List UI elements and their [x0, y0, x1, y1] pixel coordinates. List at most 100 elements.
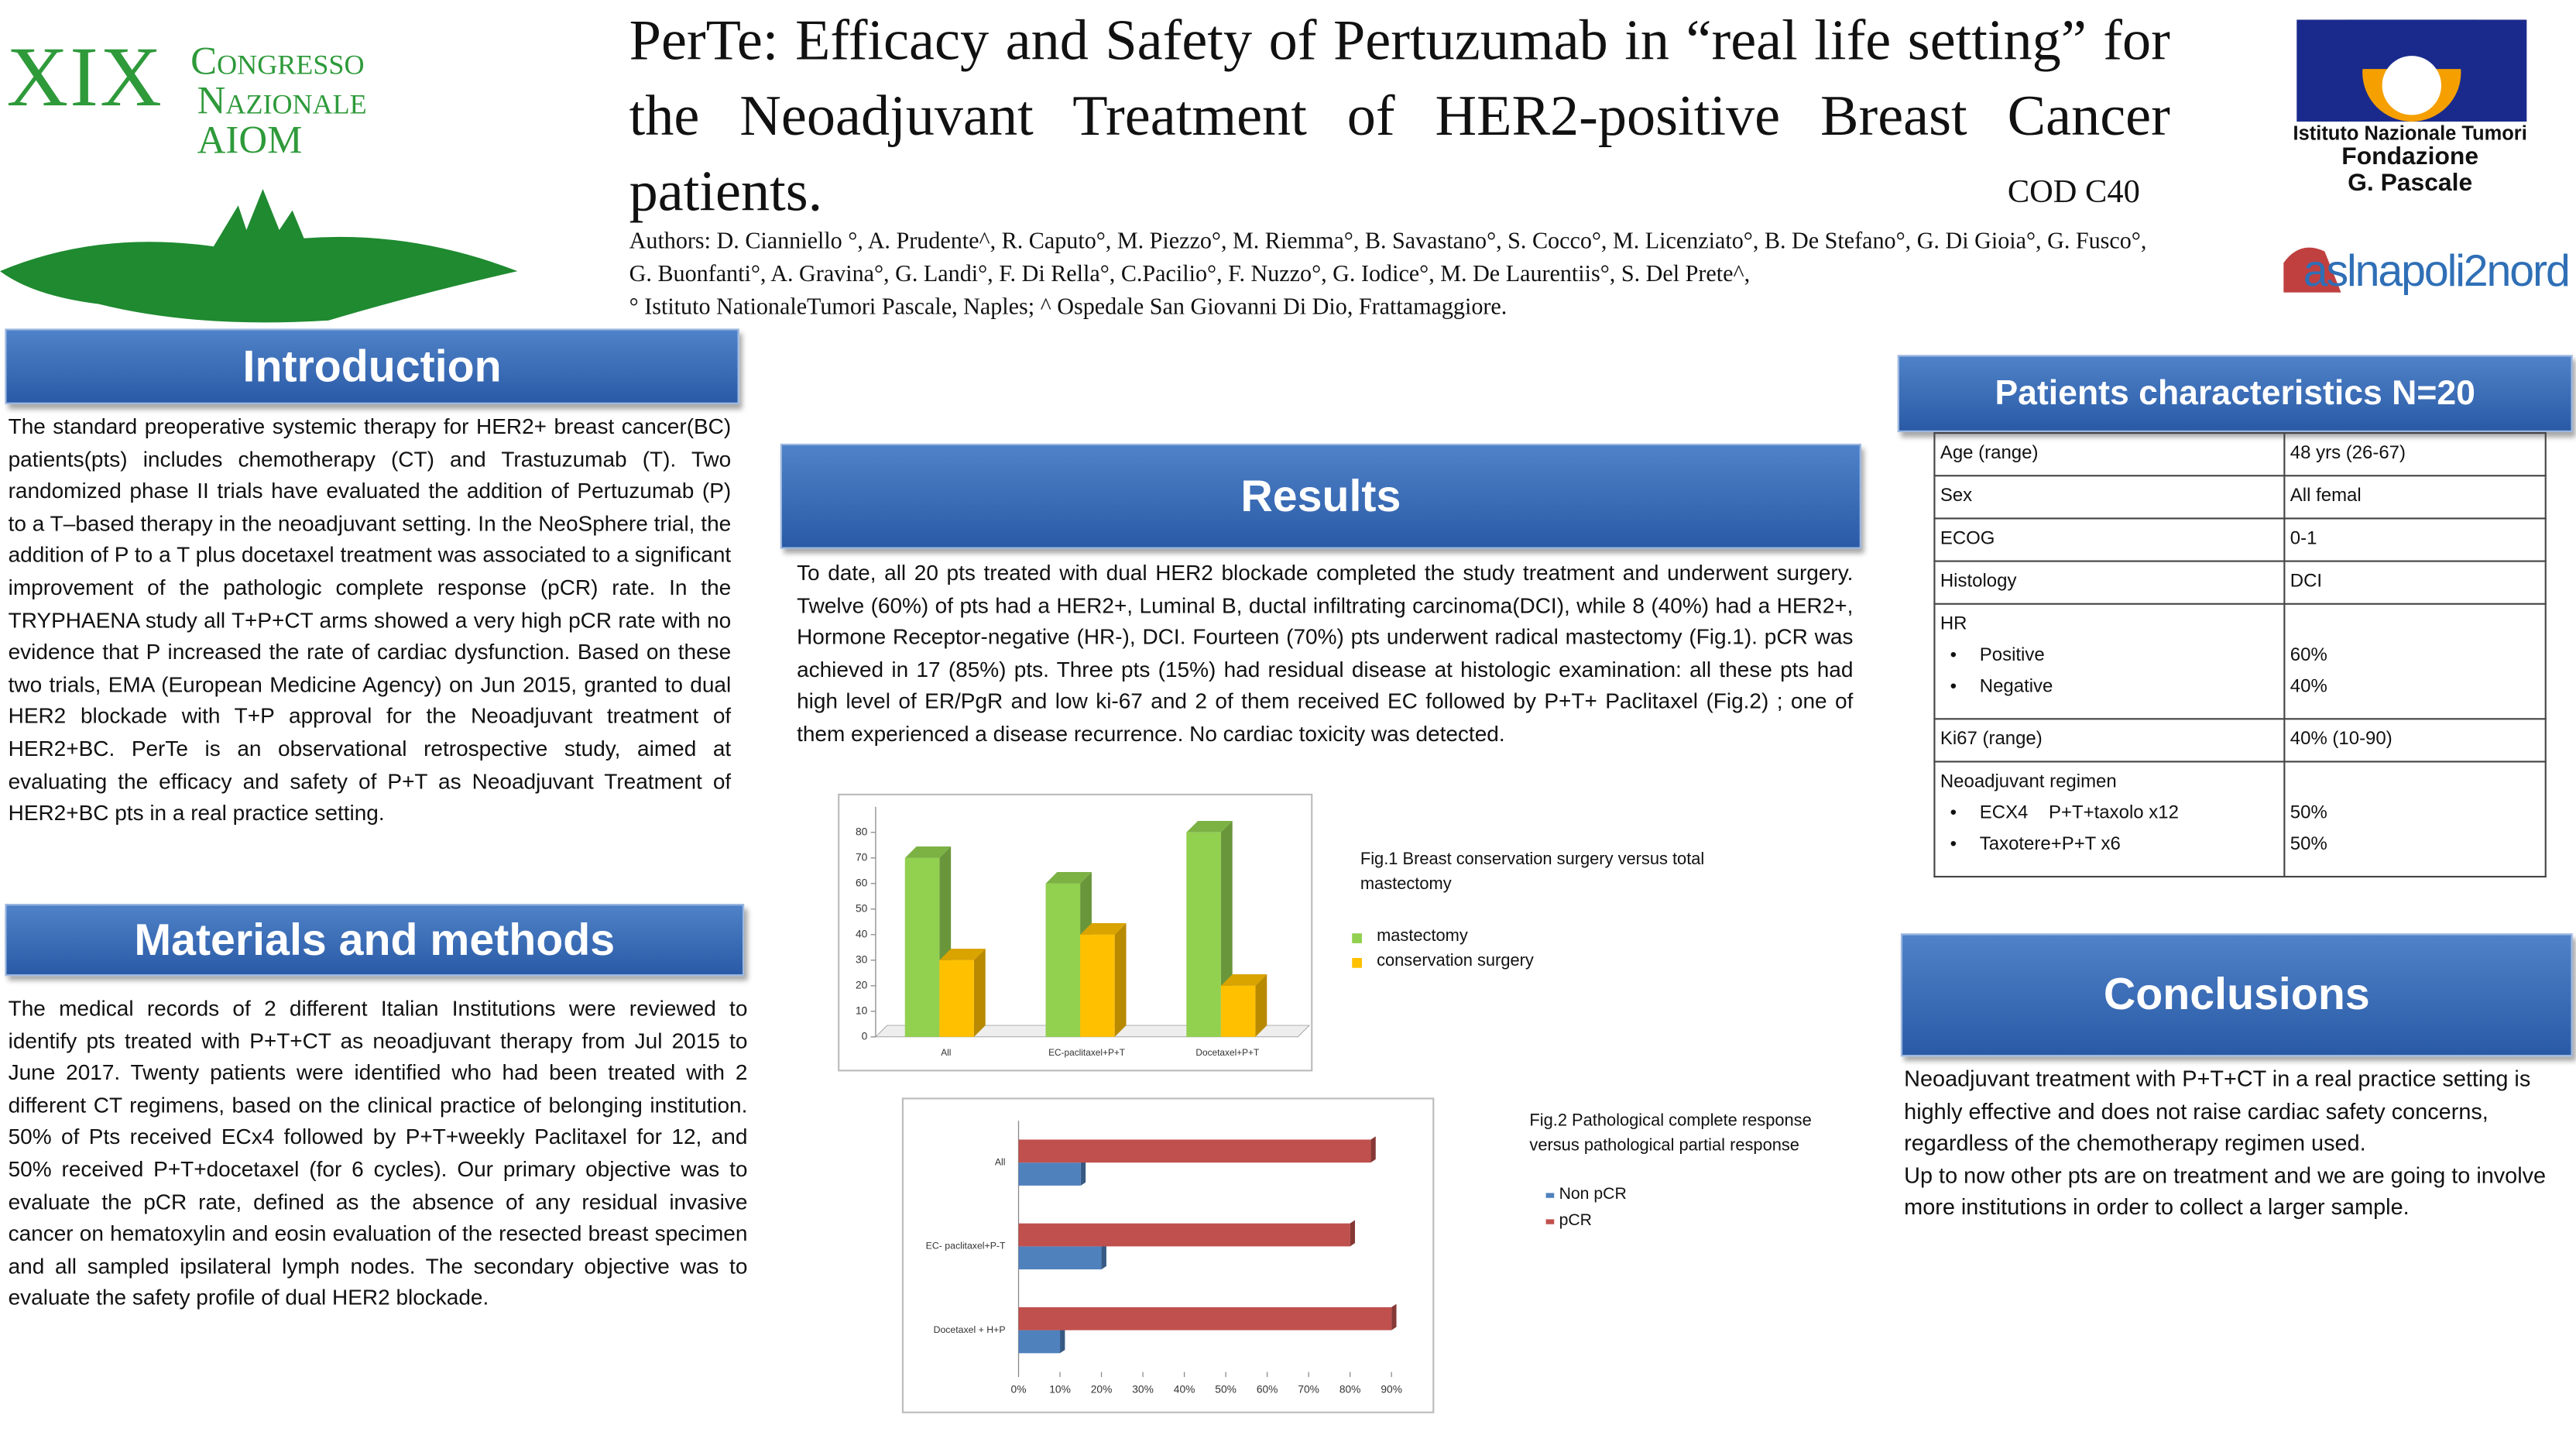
x-tick-label: 70%	[1298, 1384, 1319, 1396]
bar-cap	[1350, 1220, 1356, 1247]
methods-text: The medical records of 2 different Itali…	[8, 995, 748, 1310]
legend-swatch	[1352, 933, 1362, 943]
row-item: • ECX4 P+T+taxolo x12	[1940, 798, 2279, 829]
bar-cap	[1060, 1327, 1065, 1354]
bar	[1186, 832, 1221, 1037]
row-value: 60% 40%	[2283, 603, 2547, 720]
x-tick-label: 90%	[1381, 1384, 1402, 1396]
row-value: All femal	[2283, 475, 2547, 520]
legend-swatch	[1545, 1193, 1555, 1198]
row-label-text: ECOG	[1940, 529, 1995, 549]
table-row: ECOG 0-1	[1933, 517, 2547, 562]
bar	[904, 857, 940, 1037]
row-value: 48 yrs (26-67)	[2283, 432, 2547, 477]
row-label: Age (range)	[1933, 432, 2286, 477]
row-label: Ki67 (range)	[1933, 718, 2286, 763]
paragraph: Neoadjuvant treatment with P+T+CT in a r…	[1904, 1066, 2531, 1156]
row-label-text: Histology	[1940, 572, 2017, 592]
bar-side	[1114, 922, 1127, 1037]
affiliations: ° Istituto NationaleTumori Pascale, Napl…	[629, 294, 1508, 321]
row-value: DCI	[2283, 560, 2547, 605]
item-label: Taxotere+P+T x6	[1979, 834, 2121, 855]
bar-cap	[1370, 1136, 1376, 1163]
x-tick-label: 30%	[1132, 1384, 1154, 1396]
figure-caption: Fig.1 Breast conservation surgery versus…	[1360, 851, 1705, 894]
item-value: 50%	[2290, 803, 2327, 824]
y-tick-label: Docetaxel + H+P	[934, 1324, 1006, 1335]
row-value-text: 0-1	[2290, 529, 2317, 549]
bullet: •	[1950, 803, 1957, 824]
row-value-text: All femal	[2290, 486, 2362, 506]
row-label-text: Neoadjuvant regimen	[1940, 772, 2117, 792]
row-value-text: 40% (10-90)	[2290, 730, 2392, 750]
row-label: ECOG	[1933, 517, 2286, 562]
bar	[1018, 1162, 1081, 1186]
legend-label: mastectomy	[1377, 925, 1468, 945]
table-row: Histology DCI	[1933, 560, 2547, 605]
bar	[1018, 1246, 1102, 1270]
logo-line: Congresso	[190, 41, 365, 84]
section-heading: Results	[780, 443, 1861, 549]
y-tick-label: 40	[856, 928, 868, 939]
item-label: ECX4 P+T+taxolo x12	[1979, 803, 2179, 824]
row-item: • Positive	[1940, 641, 2279, 672]
row-label-text: Age (range)	[1940, 443, 2039, 464]
bar-top	[1186, 820, 1233, 833]
item-value: 40%	[2290, 677, 2327, 697]
row-label: Sex	[1933, 475, 2286, 520]
results-text: To date, all 20 pts treated with dual HE…	[797, 560, 1854, 747]
bar	[1018, 1330, 1061, 1354]
bar	[939, 960, 974, 1037]
bullet: •	[1950, 677, 1957, 697]
x-tick-label: 0%	[1011, 1384, 1027, 1396]
paragraph: Up to now other pts are on treatment and…	[1904, 1162, 2547, 1221]
logo-line: G. Pascale	[2348, 169, 2473, 197]
bar-cap	[1101, 1243, 1106, 1270]
legend-swatch	[1352, 958, 1362, 968]
logo-asl: aslnapoli2nord	[2303, 246, 2571, 296]
x-tick-label: All	[941, 1047, 951, 1058]
section-heading: Introduction	[5, 328, 739, 404]
logo-city	[0, 189, 518, 323]
bar	[1018, 1223, 1350, 1247]
row-item: • Taxotere+P+T x6	[1940, 830, 2279, 861]
row-value: 0-1	[2283, 517, 2547, 562]
row-label: HR • Positive • Negative	[1933, 603, 2286, 720]
table-row: Age (range) 48 yrs (26-67)	[1933, 432, 2547, 477]
table-row: Ki67 (range) 40% (10-90)	[1933, 718, 2547, 763]
table-row: Neoadjuvant regimen • ECX4 P+T+taxolo x12 •…	[1933, 761, 2547, 878]
row-value-text: DCI	[2290, 572, 2323, 592]
table-row: Sex All femal	[1933, 475, 2547, 520]
x-tick-label: 40%	[1174, 1384, 1195, 1396]
bar-top	[939, 948, 986, 960]
bar	[1045, 883, 1081, 1037]
item-label: Positive	[1979, 645, 2045, 666]
x-tick-label: 60%	[1257, 1384, 1278, 1396]
logo-int-text: Istituto Nazionale Tumori Fondazione G. …	[2254, 122, 2566, 197]
y-tick-label: All	[995, 1156, 1006, 1167]
y-tick-label: 60	[856, 877, 868, 888]
legend-label: conservation surgery	[1377, 950, 1534, 970]
logo-text: Congresso Nazionale AIOM	[190, 43, 367, 161]
intro-text: The standard preoperative systemic thera…	[8, 414, 732, 826]
x-tick-label: 10%	[1049, 1384, 1071, 1396]
patients-table: Age (range) 48 yrs (26-67) Sex All femal ECO…	[1933, 432, 2547, 878]
y-tick-label: 20	[856, 979, 868, 991]
row-label: Histology	[1933, 560, 2286, 605]
row-label-text: Ki67 (range)	[1940, 730, 2043, 750]
logo-line: AIOM	[197, 119, 303, 163]
authors: Authors: D. Cianniello °, A. Prudente^, …	[629, 225, 2173, 324]
x-tick-label: 20%	[1091, 1384, 1113, 1396]
x-tick-label: Docetaxel+P+T	[1195, 1047, 1259, 1058]
y-tick-label: 30	[856, 953, 868, 965]
row-label-text: HR	[1940, 614, 1967, 635]
section-heading: Patients characteristics N=20	[1897, 355, 2573, 433]
logo-line: Nazionale	[197, 80, 367, 124]
legend-swatch	[1545, 1219, 1555, 1224]
y-tick-label: 50	[856, 902, 868, 914]
bar-cap	[1080, 1159, 1086, 1186]
title: PerTe: Efficacy and Safety of Pertuzumab…	[629, 8, 2170, 224]
